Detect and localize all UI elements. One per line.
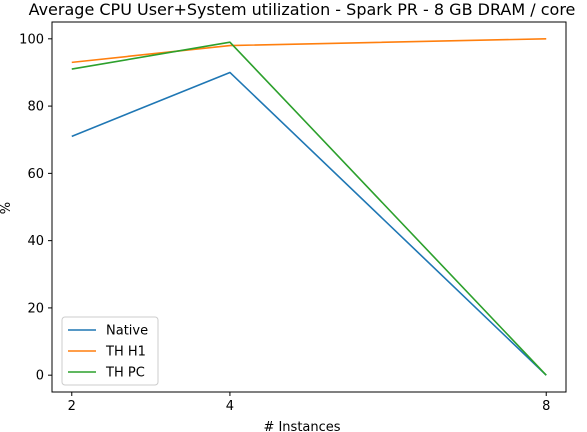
y-tick-label: 80 — [27, 100, 44, 115]
y-axis-ticks: 0 20 40 60 80 100 — [19, 32, 52, 384]
x-tick-label: 2 — [68, 399, 76, 414]
x-axis-label: # Instances — [263, 420, 340, 432]
plot-frame — [51, 21, 567, 393]
series-line-native — [71, 71, 547, 376]
y-tick-label: 100 — [19, 32, 44, 47]
series-line-th-h1 — [71, 38, 547, 64]
legend-label: TH H1 — [105, 345, 146, 360]
series-lines — [71, 38, 547, 376]
legend-label: Native — [106, 324, 148, 339]
legend-label: TH PC — [105, 366, 145, 381]
y-tick-label: 40 — [27, 234, 44, 249]
y-tick-label: 0 — [36, 369, 44, 384]
legend: Native TH H1 TH PC — [61, 316, 159, 386]
x-axis-ticks: 2 4 8 — [68, 392, 550, 414]
y-axis-label: % — [0, 202, 14, 214]
y-tick-label: 20 — [27, 301, 44, 316]
chart-title: Average CPU User+System utilization - Sp… — [29, 0, 576, 19]
y-tick-label: 60 — [27, 167, 44, 182]
legend-box — [61, 316, 159, 386]
x-tick-label: 4 — [226, 399, 234, 414]
series-line-th-pc — [71, 41, 547, 376]
x-tick-label: 8 — [542, 399, 550, 414]
